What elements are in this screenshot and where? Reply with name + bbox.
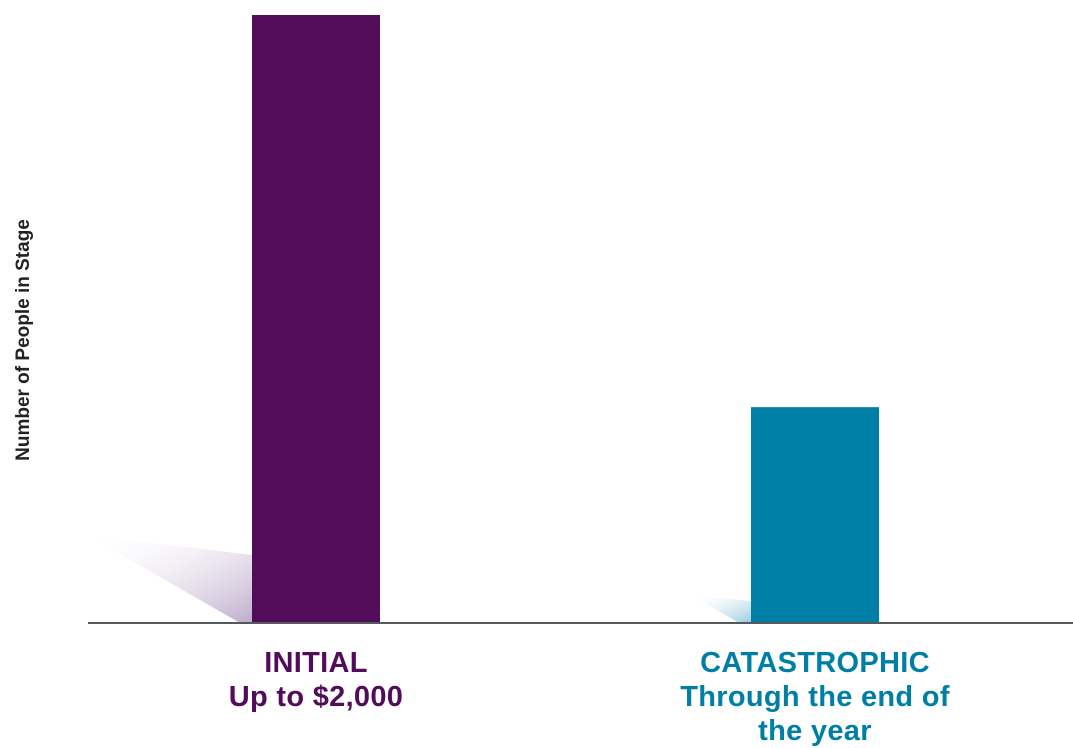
category-sublabel: Up to $2,000 [228,681,404,713]
bar-shadow [87,535,252,623]
category-sublabel: Through the end of the year [680,681,950,747]
bar-shadows [87,535,751,623]
category-name: INITIAL [264,647,368,679]
bar-initial [252,15,380,623]
bar-shadow [691,595,751,623]
bar-catastrophic [751,407,879,623]
category-name: CATASTROPHIC [700,647,930,679]
bars [252,15,879,623]
y-axis-label: Number of People in Stage [13,219,34,461]
x-tick-label-initial: INITIAL Up to $2,000 [136,646,496,714]
x-tick-label-catastrophic: CATASTROPHIC Through the end of the year [635,646,995,748]
